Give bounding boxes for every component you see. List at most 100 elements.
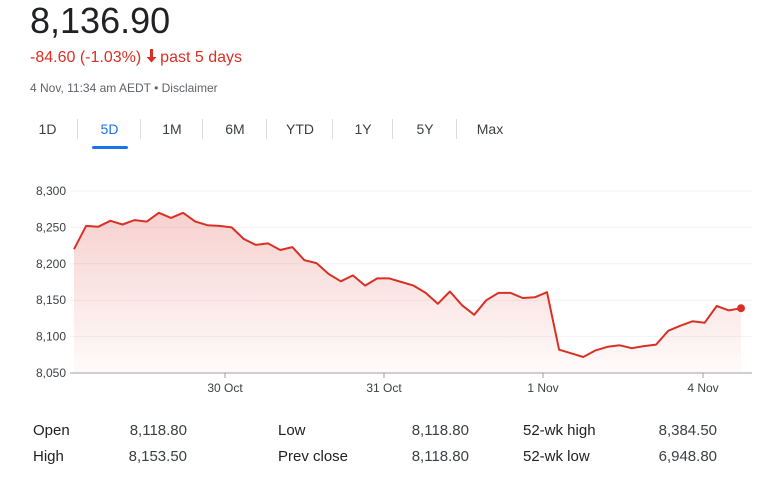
- data-point: [206, 224, 208, 226]
- data-point: [558, 349, 560, 351]
- meta-separator: •: [154, 81, 159, 95]
- data-point: [413, 285, 415, 287]
- data-point: [194, 221, 196, 223]
- price-line: [73, 211, 742, 358]
- quote-meta: 4 Nov, 11:34 am AEDT • Disclaimer: [30, 79, 218, 97]
- tab-1d[interactable]: 1D: [17, 114, 78, 144]
- y-tick-label: 8,200: [36, 257, 66, 271]
- data-point: [352, 274, 354, 276]
- data-point: [473, 314, 475, 316]
- data-point: [534, 296, 536, 298]
- data-point: [219, 225, 221, 227]
- data-point: [97, 226, 99, 228]
- data-point: [461, 304, 463, 306]
- stat-label-low: Low: [278, 422, 306, 439]
- data-point: [388, 277, 390, 279]
- stat-value-low: 8,118.80: [411, 422, 469, 439]
- y-tick-label: 8,050: [36, 366, 66, 380]
- y-tick-label: 8,100: [36, 330, 66, 344]
- data-point: [316, 262, 318, 264]
- stat-value-52wk-low: 6,948.80: [658, 448, 717, 465]
- price-change: -84.60 (-1.03%) past 5 days: [30, 47, 242, 69]
- stock-price: 8,136.90: [30, 0, 171, 41]
- data-point: [570, 352, 572, 354]
- stat-label-high: High: [33, 448, 64, 465]
- data-point: [449, 290, 451, 292]
- data-point: [170, 217, 172, 219]
- data-point: [231, 226, 233, 228]
- stat-label-52wk-low: 52-wk low: [523, 448, 590, 465]
- area-fill: [74, 212, 741, 373]
- data-point: [485, 299, 487, 301]
- data-point: [303, 259, 305, 261]
- tab-1y[interactable]: 1Y: [333, 114, 393, 144]
- y-tick-label: 8,150: [36, 293, 66, 307]
- active-tab-underline: [91, 146, 128, 149]
- tab-ytd[interactable]: YTD: [267, 114, 333, 144]
- data-point: [243, 238, 245, 240]
- tab-5y[interactable]: 5Y: [393, 114, 457, 144]
- data-point: [546, 291, 548, 293]
- tab-label: 6M: [225, 121, 245, 137]
- data-point: [364, 285, 366, 287]
- stat-label-prev-close: Prev close: [278, 448, 349, 465]
- data-point: [594, 349, 596, 351]
- data-point: [255, 244, 257, 246]
- data-point: [376, 277, 378, 279]
- data-point: [522, 297, 524, 299]
- data-point: [109, 220, 111, 222]
- data-point: [437, 303, 439, 305]
- range-tabs: 1D 5D 1M 6M YTD 1Y 5Y Max: [17, 114, 523, 149]
- data-point: [182, 212, 184, 214]
- tab-max[interactable]: Max: [457, 114, 523, 144]
- data-point: [340, 280, 342, 282]
- data-point: [667, 330, 669, 332]
- x-tick-label: 4 Nov: [687, 381, 718, 395]
- data-point: [704, 322, 706, 324]
- arrow-down-icon: [146, 49, 157, 63]
- tab-5d[interactable]: 5D: [78, 114, 141, 149]
- tab-label: 1M: [162, 121, 182, 137]
- stat-value-open: 8,118.80: [129, 422, 187, 439]
- data-point: [728, 309, 730, 311]
- data-point: [328, 273, 330, 275]
- data-point: [643, 345, 645, 347]
- data-point: [655, 344, 657, 346]
- stat-label-52wk-high: 52-wk high: [523, 422, 596, 439]
- data-point: [607, 346, 609, 348]
- data-point: [425, 292, 427, 294]
- data-point: [134, 219, 136, 221]
- tab-6m[interactable]: 6M: [203, 114, 267, 144]
- data-point: [122, 223, 124, 225]
- tab-label: Max: [476, 121, 504, 137]
- disclaimer-link[interactable]: Disclaimer: [161, 81, 218, 95]
- data-point: [497, 292, 499, 294]
- stat-value-prev-close: 8,118.80: [411, 448, 469, 465]
- data-point: [279, 249, 281, 251]
- data-point: [631, 347, 633, 349]
- tab-1m[interactable]: 1M: [141, 114, 203, 144]
- tab-label: 5Y: [416, 121, 434, 137]
- data-point: [510, 292, 512, 294]
- data-point: [73, 248, 75, 250]
- data-point: [400, 281, 402, 283]
- stat-value-high: 8,153.50: [128, 448, 187, 465]
- x-tick-label: 1 Nov: [527, 381, 558, 395]
- x-tick-label: 31 Oct: [366, 381, 402, 395]
- x-tick-label: 30 Oct: [207, 381, 243, 395]
- change-value: -84.60 (-1.03%): [30, 49, 142, 66]
- timestamp: 4 Nov, 11:34 am AEDT: [30, 81, 151, 95]
- price-chart[interactable]: 8,300 8,250 8,200 8,150 8,100 8,050 30 Oct 31 O…: [0, 170, 778, 400]
- data-point: [679, 325, 681, 327]
- tab-label: YTD: [286, 121, 314, 137]
- data-point: [291, 246, 293, 248]
- data-point: [582, 356, 584, 358]
- y-tick-label: 8,300: [36, 184, 66, 198]
- tab-label: 1D: [38, 121, 57, 137]
- data-point: [85, 225, 87, 227]
- data-point: [716, 305, 718, 307]
- data-point: [146, 221, 148, 223]
- stat-value-52wk-high: 8,384.50: [658, 422, 717, 439]
- tab-label: 1Y: [354, 121, 372, 137]
- current-point: [737, 304, 745, 313]
